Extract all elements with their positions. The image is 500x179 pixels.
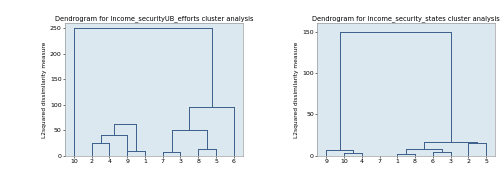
Title: Dendrogram for Income_securityUB_efforts cluster analysis: Dendrogram for Income_securityUB_efforts… [54, 16, 253, 22]
Y-axis label: L2squared dissimilarity measure: L2squared dissimilarity measure [294, 41, 300, 138]
Y-axis label: L2squared dissimilarity measure: L2squared dissimilarity measure [42, 41, 47, 138]
Title: Dendrogram for Income_security_states cluster analysis: Dendrogram for Income_security_states cl… [312, 16, 500, 22]
